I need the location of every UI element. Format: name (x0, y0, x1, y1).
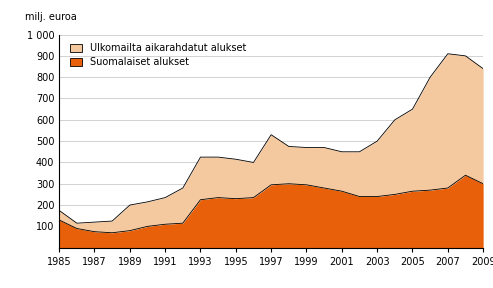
Legend: Ulkomailta aikarahdatut alukset, Suomalaiset alukset: Ulkomailta aikarahdatut alukset, Suomala… (68, 41, 248, 69)
Text: milj. euroa: milj. euroa (25, 12, 77, 22)
